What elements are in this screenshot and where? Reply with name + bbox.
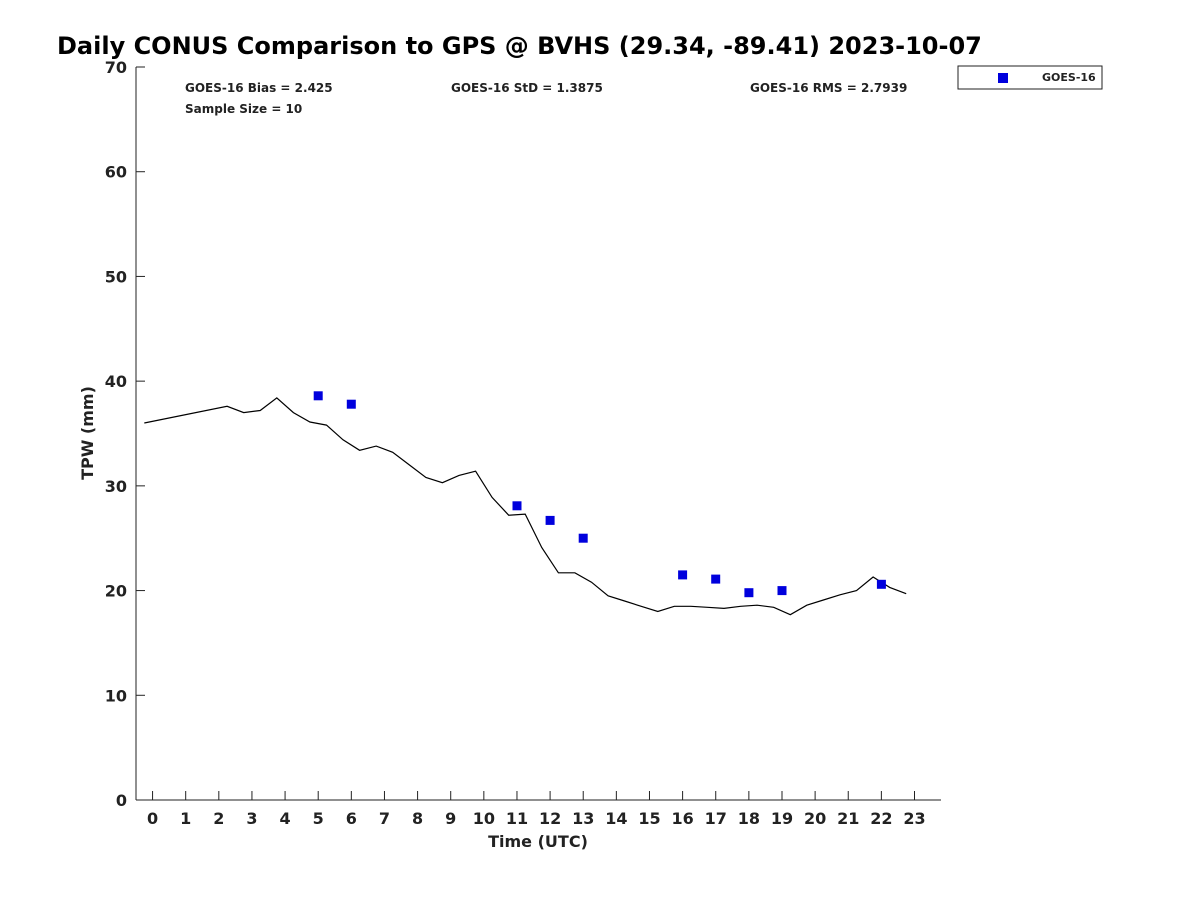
x-tick-label: 9 <box>445 809 456 828</box>
bias-annotation: GOES-16 Bias = 2.425 <box>185 81 333 95</box>
y-tick-label: 30 <box>105 477 127 496</box>
goes16-data-point <box>744 588 754 598</box>
x-tick-label: 20 <box>804 809 826 828</box>
gps-line-series <box>144 397 907 616</box>
std-annotation: GOES-16 StD = 1.3875 <box>451 81 603 95</box>
x-tick-label: 23 <box>903 809 925 828</box>
chart-legend: GOES-16 <box>957 65 1103 90</box>
x-tick-label: 14 <box>605 809 627 828</box>
y-axis-label: TPW (mm) <box>78 386 97 480</box>
y-axis-ticks: 0 10 20 30 40 50 60 70 <box>105 58 145 810</box>
x-tick-label: 11 <box>506 809 528 828</box>
x-tick-label: 0 <box>147 809 158 828</box>
x-axis-label: Time (UTC) <box>488 832 588 851</box>
rms-annotation: GOES-16 RMS = 2.7939 <box>750 81 907 95</box>
x-tick-label: 6 <box>346 809 357 828</box>
y-tick-label: 70 <box>105 58 127 77</box>
x-tick-label: 5 <box>313 809 324 828</box>
x-tick-label: 16 <box>671 809 693 828</box>
goes16-data-point <box>777 586 787 596</box>
goes16-data-point <box>313 391 323 401</box>
goes16-point-series <box>313 391 886 598</box>
y-tick-label: 50 <box>105 267 127 286</box>
x-tick-label: 4 <box>280 809 291 828</box>
y-tick-label: 0 <box>116 791 127 810</box>
chart-title: Daily CONUS Comparison to GPS @ BVHS (29… <box>57 32 982 60</box>
x-tick-label: 10 <box>473 809 495 828</box>
goes16-data-point <box>346 399 356 409</box>
stats-annotations: GOES-16 Bias = 2.425 GOES-16 StD = 1.387… <box>185 81 907 116</box>
y-tick-label: 40 <box>105 372 127 391</box>
x-tick-label: 15 <box>638 809 660 828</box>
goes16-data-point <box>545 515 555 525</box>
goes16-data-point <box>512 501 522 511</box>
plot-axes <box>135 67 941 801</box>
x-tick-label: 17 <box>705 809 727 828</box>
x-tick-label: 12 <box>539 809 561 828</box>
y-tick-label: 60 <box>105 163 127 182</box>
legend-label-goes16: GOES-16 <box>1042 71 1096 84</box>
legend-box <box>957 65 1103 90</box>
gps-tpw-line <box>144 397 907 616</box>
x-tick-label: 21 <box>837 809 859 828</box>
sample-size-annotation: Sample Size = 10 <box>185 102 302 116</box>
x-tick-label: 3 <box>246 809 257 828</box>
goes16-data-point <box>711 574 721 584</box>
x-tick-label: 13 <box>572 809 594 828</box>
goes16-data-point <box>678 570 688 580</box>
x-tick-label: 7 <box>379 809 390 828</box>
x-tick-label: 8 <box>412 809 423 828</box>
x-tick-label: 19 <box>771 809 793 828</box>
y-tick-label: 20 <box>105 582 127 601</box>
goes16-data-point <box>578 533 588 543</box>
x-axis-ticks: 0 1 2 3 4 5 6 7 8 9 10 11 12 13 14 15 16 17 18 19 20 21 22 23 <box>147 791 926 828</box>
legend-marker-goes16 <box>998 73 1008 83</box>
x-tick-label: 22 <box>870 809 892 828</box>
goes16-data-point <box>876 579 886 589</box>
x-tick-label: 1 <box>180 809 191 828</box>
y-tick-label: 10 <box>105 686 127 705</box>
x-tick-label: 2 <box>213 809 224 828</box>
x-tick-label: 18 <box>738 809 760 828</box>
